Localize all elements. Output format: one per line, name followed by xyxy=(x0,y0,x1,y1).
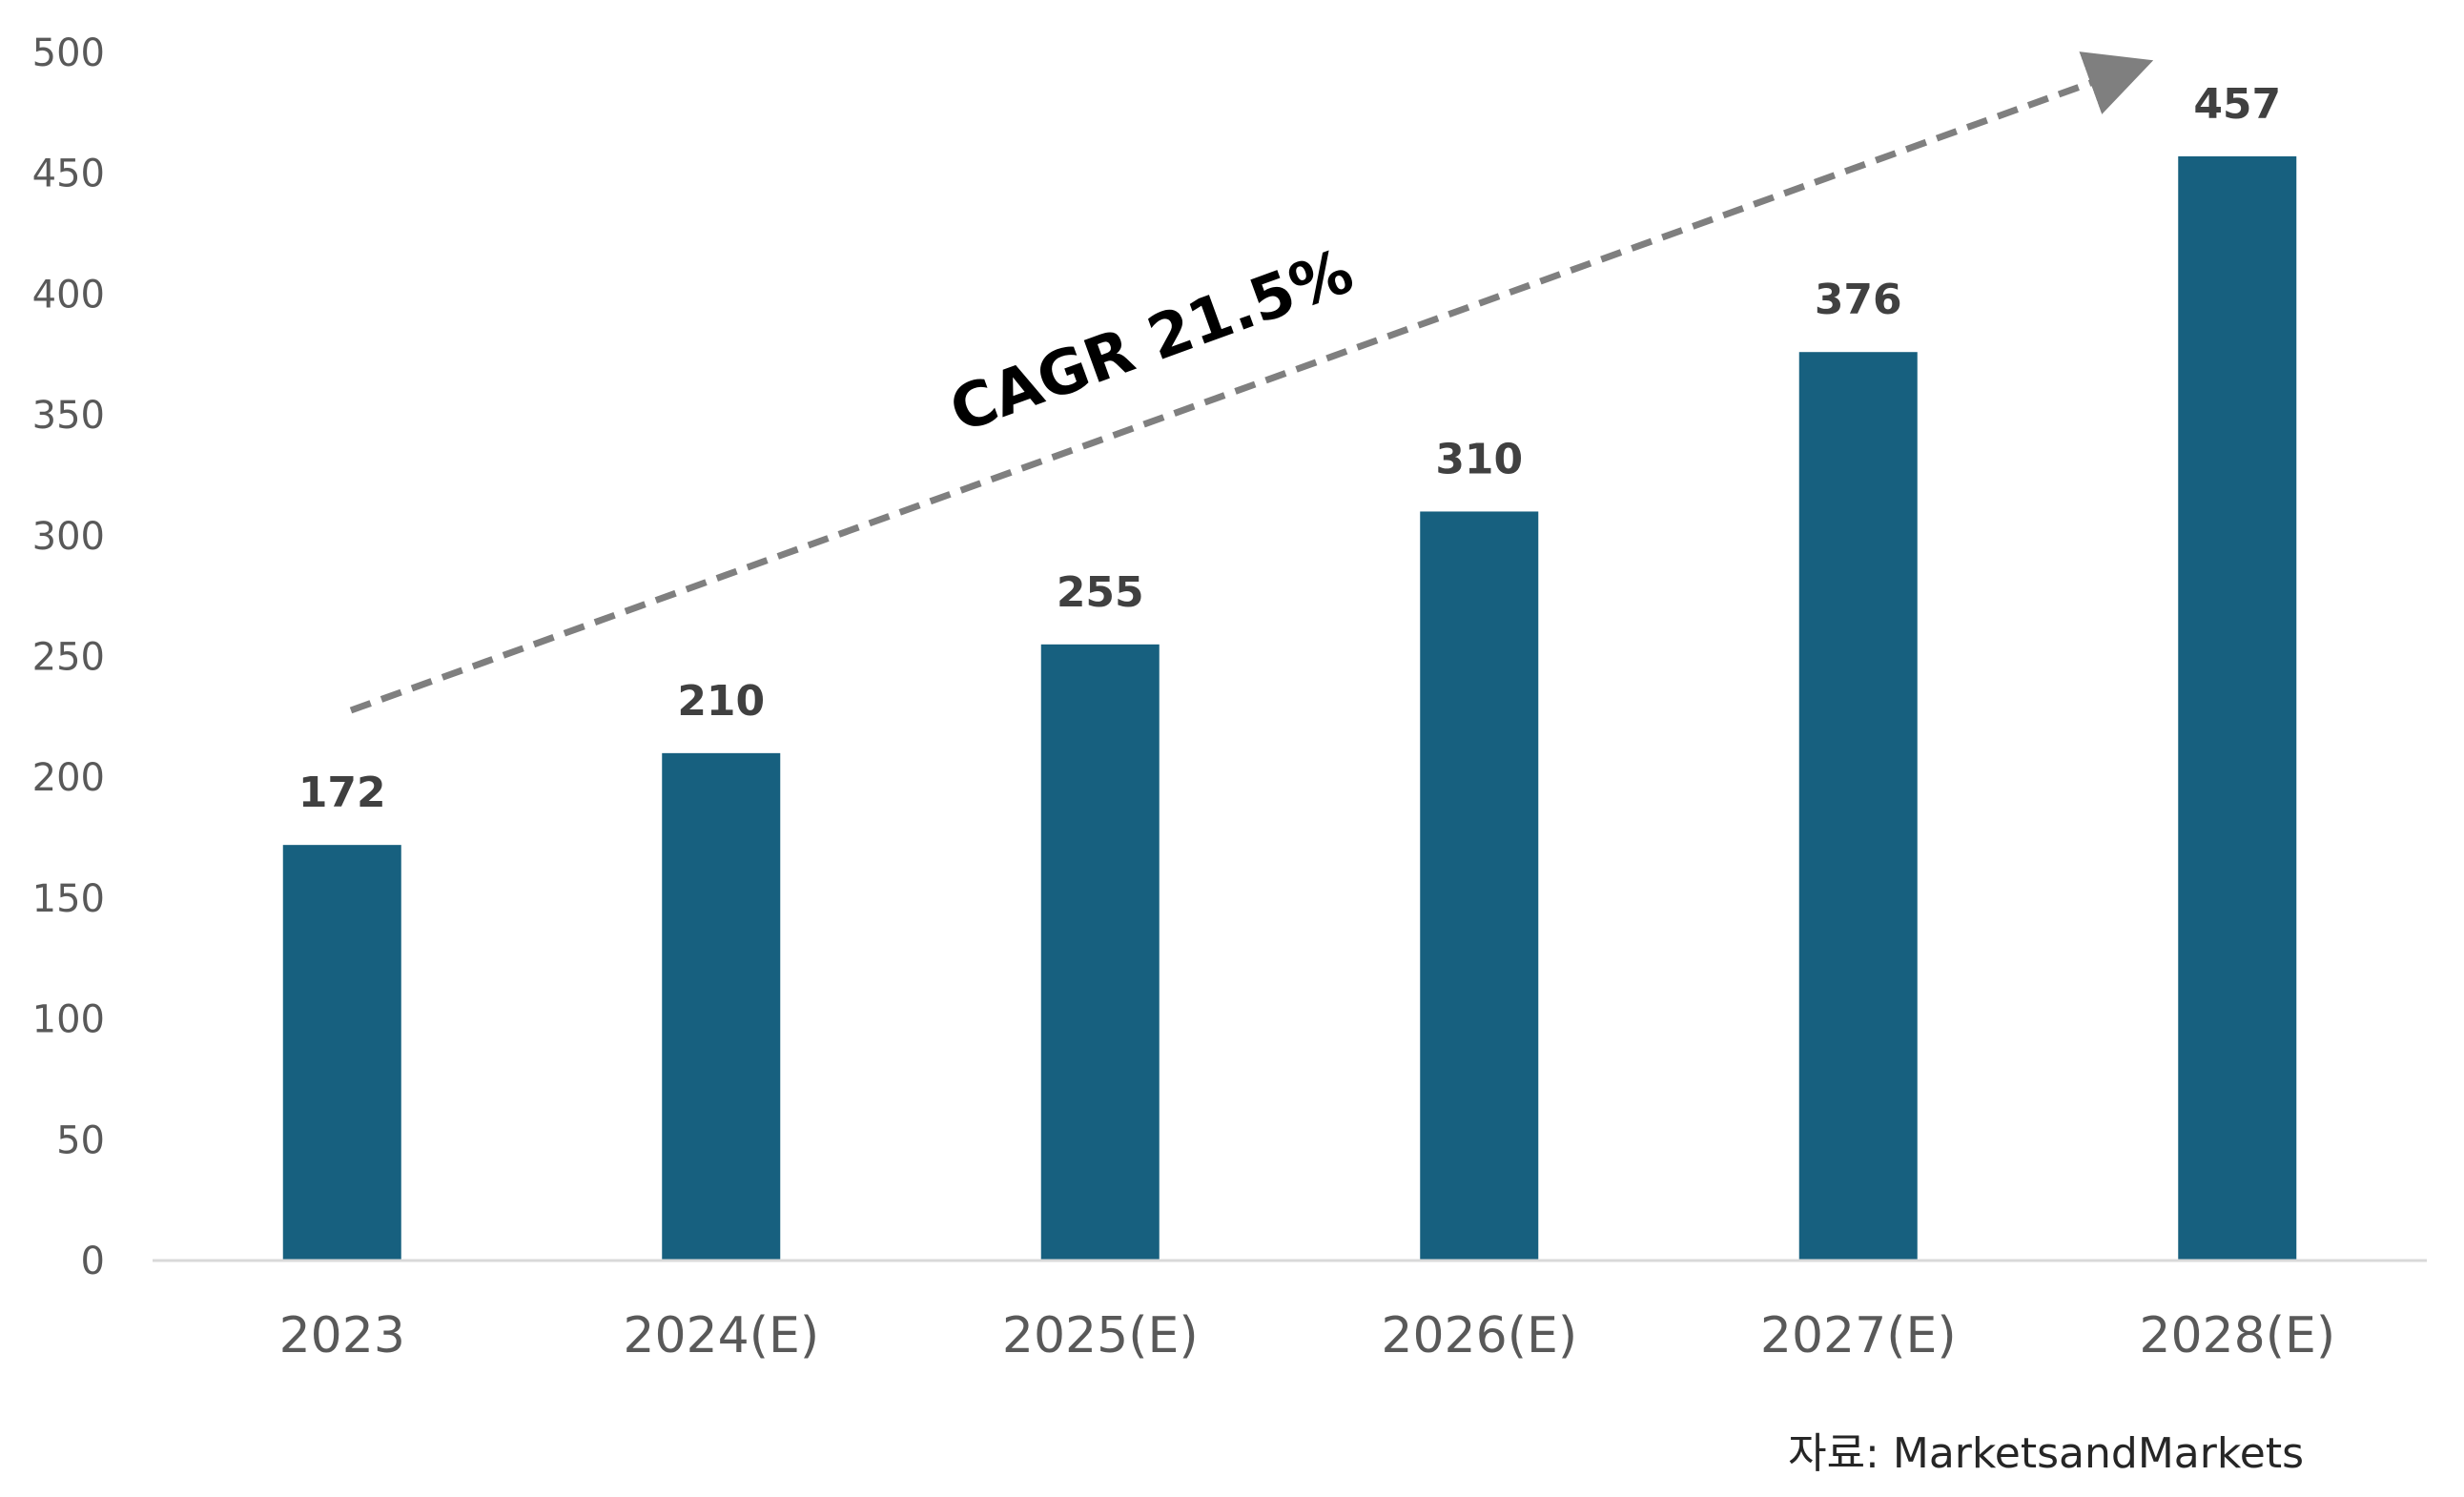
y-axis: 0 50 100 150 200 250 300 350 400 450 500 xyxy=(32,31,105,1283)
bar xyxy=(1798,352,1918,1261)
bar xyxy=(282,845,401,1261)
bar-value-label: 210 xyxy=(677,677,765,726)
bar xyxy=(1040,644,1160,1261)
y-tick-label: 0 xyxy=(81,1240,105,1283)
x-tick-label: 2024(E) xyxy=(623,1307,819,1364)
y-tick-label: 400 xyxy=(32,273,105,317)
source-note: 자료: MarketsandMarkets xyxy=(1788,1429,2304,1478)
x-tick-label: 2027(E) xyxy=(1760,1307,1957,1364)
y-tick-label: 200 xyxy=(32,756,105,800)
x-tick-label: 2028(E) xyxy=(2139,1307,2335,1364)
x-tick-label: 2026(E) xyxy=(1381,1307,1577,1364)
bar-value-label: 172 xyxy=(298,769,386,817)
cagr-trend-arrow xyxy=(349,51,2154,714)
y-tick-label: 150 xyxy=(32,877,105,921)
y-tick-label: 300 xyxy=(32,515,105,559)
y-tick-label: 500 xyxy=(32,31,105,75)
y-tick-label: 50 xyxy=(56,1118,105,1162)
bar-value-label: 255 xyxy=(1057,568,1144,617)
bar-value-label: 310 xyxy=(1435,435,1523,483)
bar-value-label: 457 xyxy=(2193,80,2281,129)
bar xyxy=(662,752,781,1261)
x-tick-label: 2023 xyxy=(279,1307,405,1364)
bar xyxy=(1420,511,1539,1261)
y-tick-label: 100 xyxy=(32,998,105,1042)
y-tick-label: 250 xyxy=(32,636,105,680)
x-tick-label: 2025(E) xyxy=(1002,1307,1199,1364)
bar-series xyxy=(282,155,2297,1261)
x-axis: 2023 2024(E) 2025(E) 2026(E) 2027(E) 2028(E) xyxy=(279,1307,2336,1364)
bar xyxy=(2178,155,2297,1261)
y-tick-label: 450 xyxy=(32,153,105,196)
cagr-label: CAGR 21.5% xyxy=(941,236,1362,447)
data-labels: 172 210 255 310 376 457 xyxy=(298,80,2281,817)
bar-value-label: 376 xyxy=(1815,276,1902,324)
y-tick-label: 350 xyxy=(32,394,105,438)
